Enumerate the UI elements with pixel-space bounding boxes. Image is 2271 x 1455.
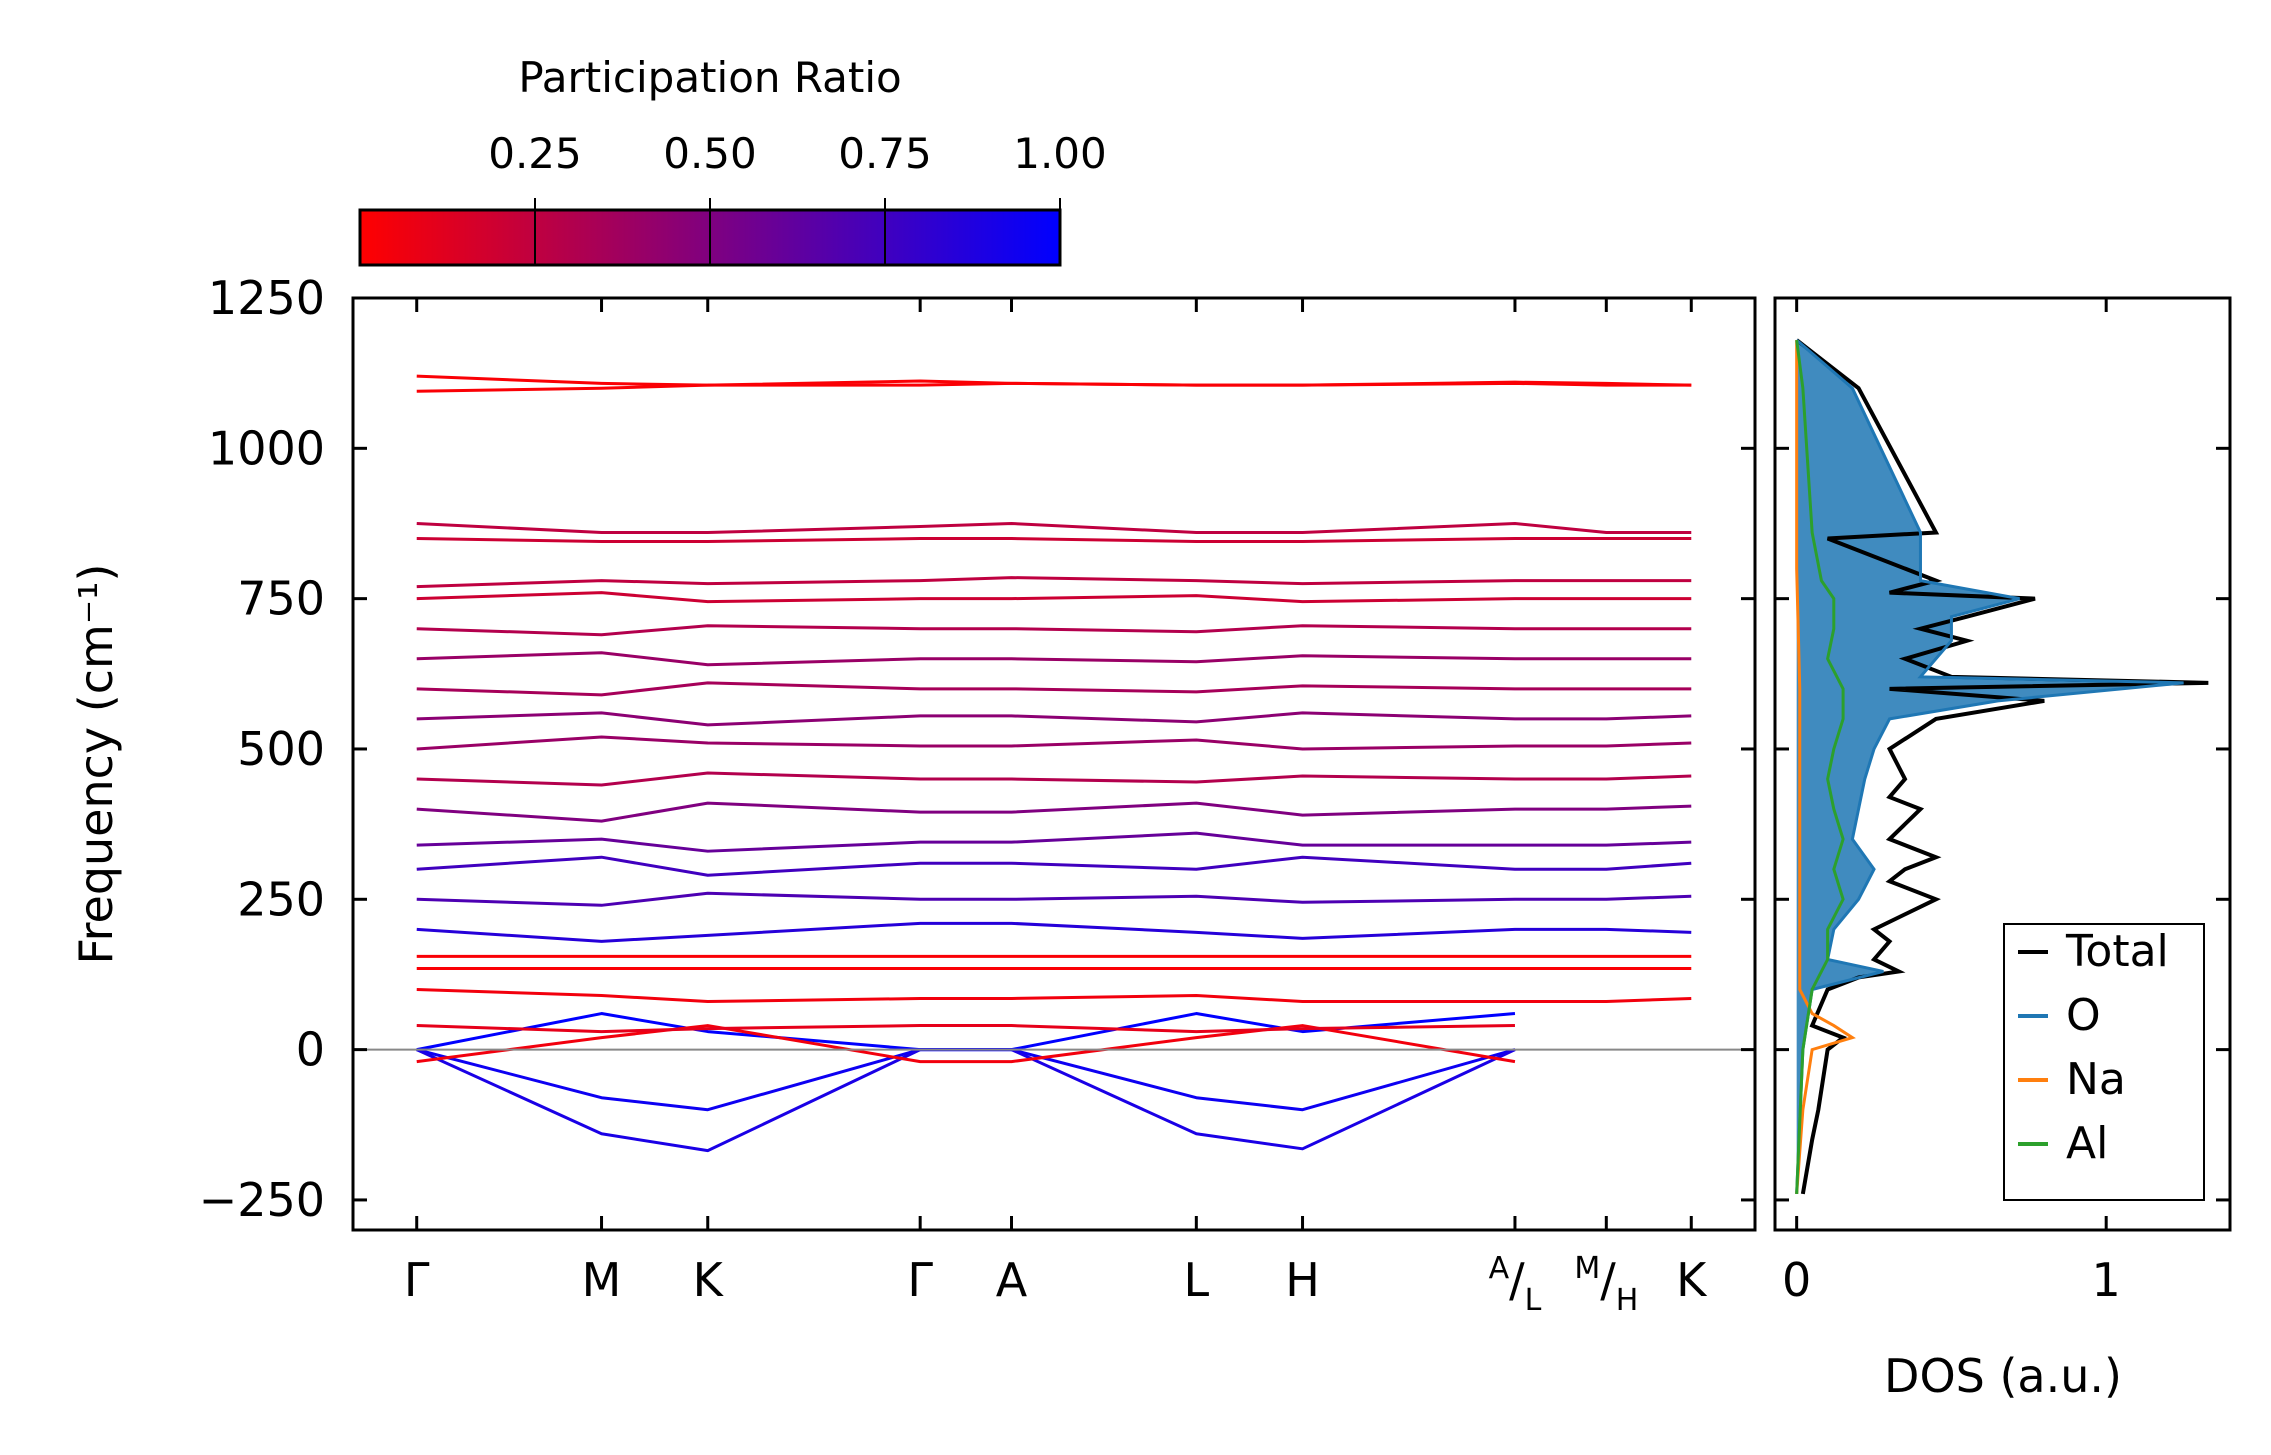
band-y-axis-label: Frequency (cm⁻¹) bbox=[69, 564, 123, 965]
k-point-label: M bbox=[582, 1253, 622, 1307]
dos-axes-frame bbox=[1773, 296, 2232, 1232]
band-y-tick-label: 1250 bbox=[208, 271, 325, 325]
phonon-band-soft-mode-1 bbox=[416, 1024, 1516, 1064]
dos-x-tick-label: 0 bbox=[1782, 1253, 1811, 1307]
legend-label-Total: Total bbox=[2065, 926, 2169, 977]
phonon-band-band-340 bbox=[416, 831, 1692, 853]
legend-label-Na: Na bbox=[2066, 1054, 2126, 1105]
phonon-band-band-80 bbox=[416, 987, 1692, 1004]
phonon-band-band-200 bbox=[416, 921, 1692, 943]
participation-ratio-colorbar: Participation Ratio 0.25 0.50 0.75 1.00 bbox=[358, 53, 1107, 267]
k-point-label: K bbox=[693, 1253, 725, 1307]
dos-panel: 0 1 DOS (a.u.) Total O Na Al bbox=[1773, 296, 2232, 1403]
dos-curve-Al bbox=[1795, 339, 1845, 1194]
k-point-label: L bbox=[1184, 1253, 1210, 1307]
k-point-label: H bbox=[1285, 1253, 1320, 1307]
legend-frame bbox=[2003, 923, 2205, 1201]
k-point-label: A bbox=[996, 1253, 1028, 1307]
band-structure-panel: −250 0 250 500 750 1000 1250 Γ M K Γ A L H A/L M/H K Fr… bbox=[69, 271, 1757, 1318]
band-y-tick-label: 250 bbox=[237, 872, 325, 926]
phonon-band-band-870 bbox=[416, 521, 1692, 535]
colorbar-tick-label: 0.50 bbox=[663, 129, 757, 178]
band-y-tick-label: −250 bbox=[199, 1173, 325, 1227]
colorbar-tick-label: 0.75 bbox=[838, 129, 932, 178]
k-point-label: A/L bbox=[1489, 1251, 1542, 1318]
phonon-band-band-300 bbox=[416, 855, 1692, 877]
phonon-band-band-850 bbox=[416, 537, 1692, 544]
phonon-band-band-600 bbox=[416, 681, 1692, 697]
band-y-tick-label: 750 bbox=[237, 572, 325, 626]
k-point-label: Γ bbox=[907, 1253, 933, 1307]
dos-curve-Na bbox=[1795, 340, 1856, 1195]
k-point-label: K bbox=[1676, 1253, 1708, 1307]
dos-fill-O bbox=[1796, 340, 2184, 1194]
phonon-band-band-500 bbox=[416, 735, 1692, 751]
band-y-tick-label: 0 bbox=[296, 1023, 325, 1077]
dos-x-axis-label: DOS (a.u.) bbox=[1884, 1349, 2122, 1403]
band-axes-frame bbox=[351, 296, 1757, 1232]
phonon-band-soft-mode-2 bbox=[416, 1024, 1515, 1034]
phonon-band-acoustic-1 bbox=[416, 1048, 1516, 1112]
legend-label-O: O bbox=[2066, 990, 2101, 1041]
colorbar-tick-label: 1.00 bbox=[1013, 129, 1107, 178]
colorbar-title: Participation Ratio bbox=[518, 53, 901, 102]
k-point-label: Γ bbox=[404, 1253, 430, 1307]
k-point-label: M/H bbox=[1574, 1251, 1638, 1318]
phonon-band-band-250 bbox=[416, 891, 1692, 907]
legend-label-Al: Al bbox=[2066, 1118, 2108, 1169]
dos-curve-O bbox=[1795, 338, 2184, 1194]
phonon-band-band-400 bbox=[416, 801, 1692, 823]
phonon-band-band-550 bbox=[416, 711, 1692, 727]
phonon-band-band-1118 bbox=[416, 374, 1692, 387]
phonon-band-acoustic-2 bbox=[416, 1048, 1516, 1153]
band-y-tick-label: 1000 bbox=[208, 421, 325, 475]
phonon-band-band-450 bbox=[416, 771, 1692, 787]
phonon-band-band-775 bbox=[416, 576, 1692, 589]
phonon-band-band-650 bbox=[416, 651, 1692, 667]
dos-x-tick-label: 1 bbox=[2092, 1253, 2121, 1307]
band-y-tick-label: 500 bbox=[237, 722, 325, 776]
colorbar-tick-label: 0.25 bbox=[488, 129, 582, 178]
dos-legend: Total O Na Al bbox=[2003, 923, 2205, 1201]
phonon-band-band-750 bbox=[416, 591, 1692, 604]
dos-curve-Total bbox=[1795, 338, 2209, 1195]
phonon-band-band-700 bbox=[416, 624, 1692, 637]
